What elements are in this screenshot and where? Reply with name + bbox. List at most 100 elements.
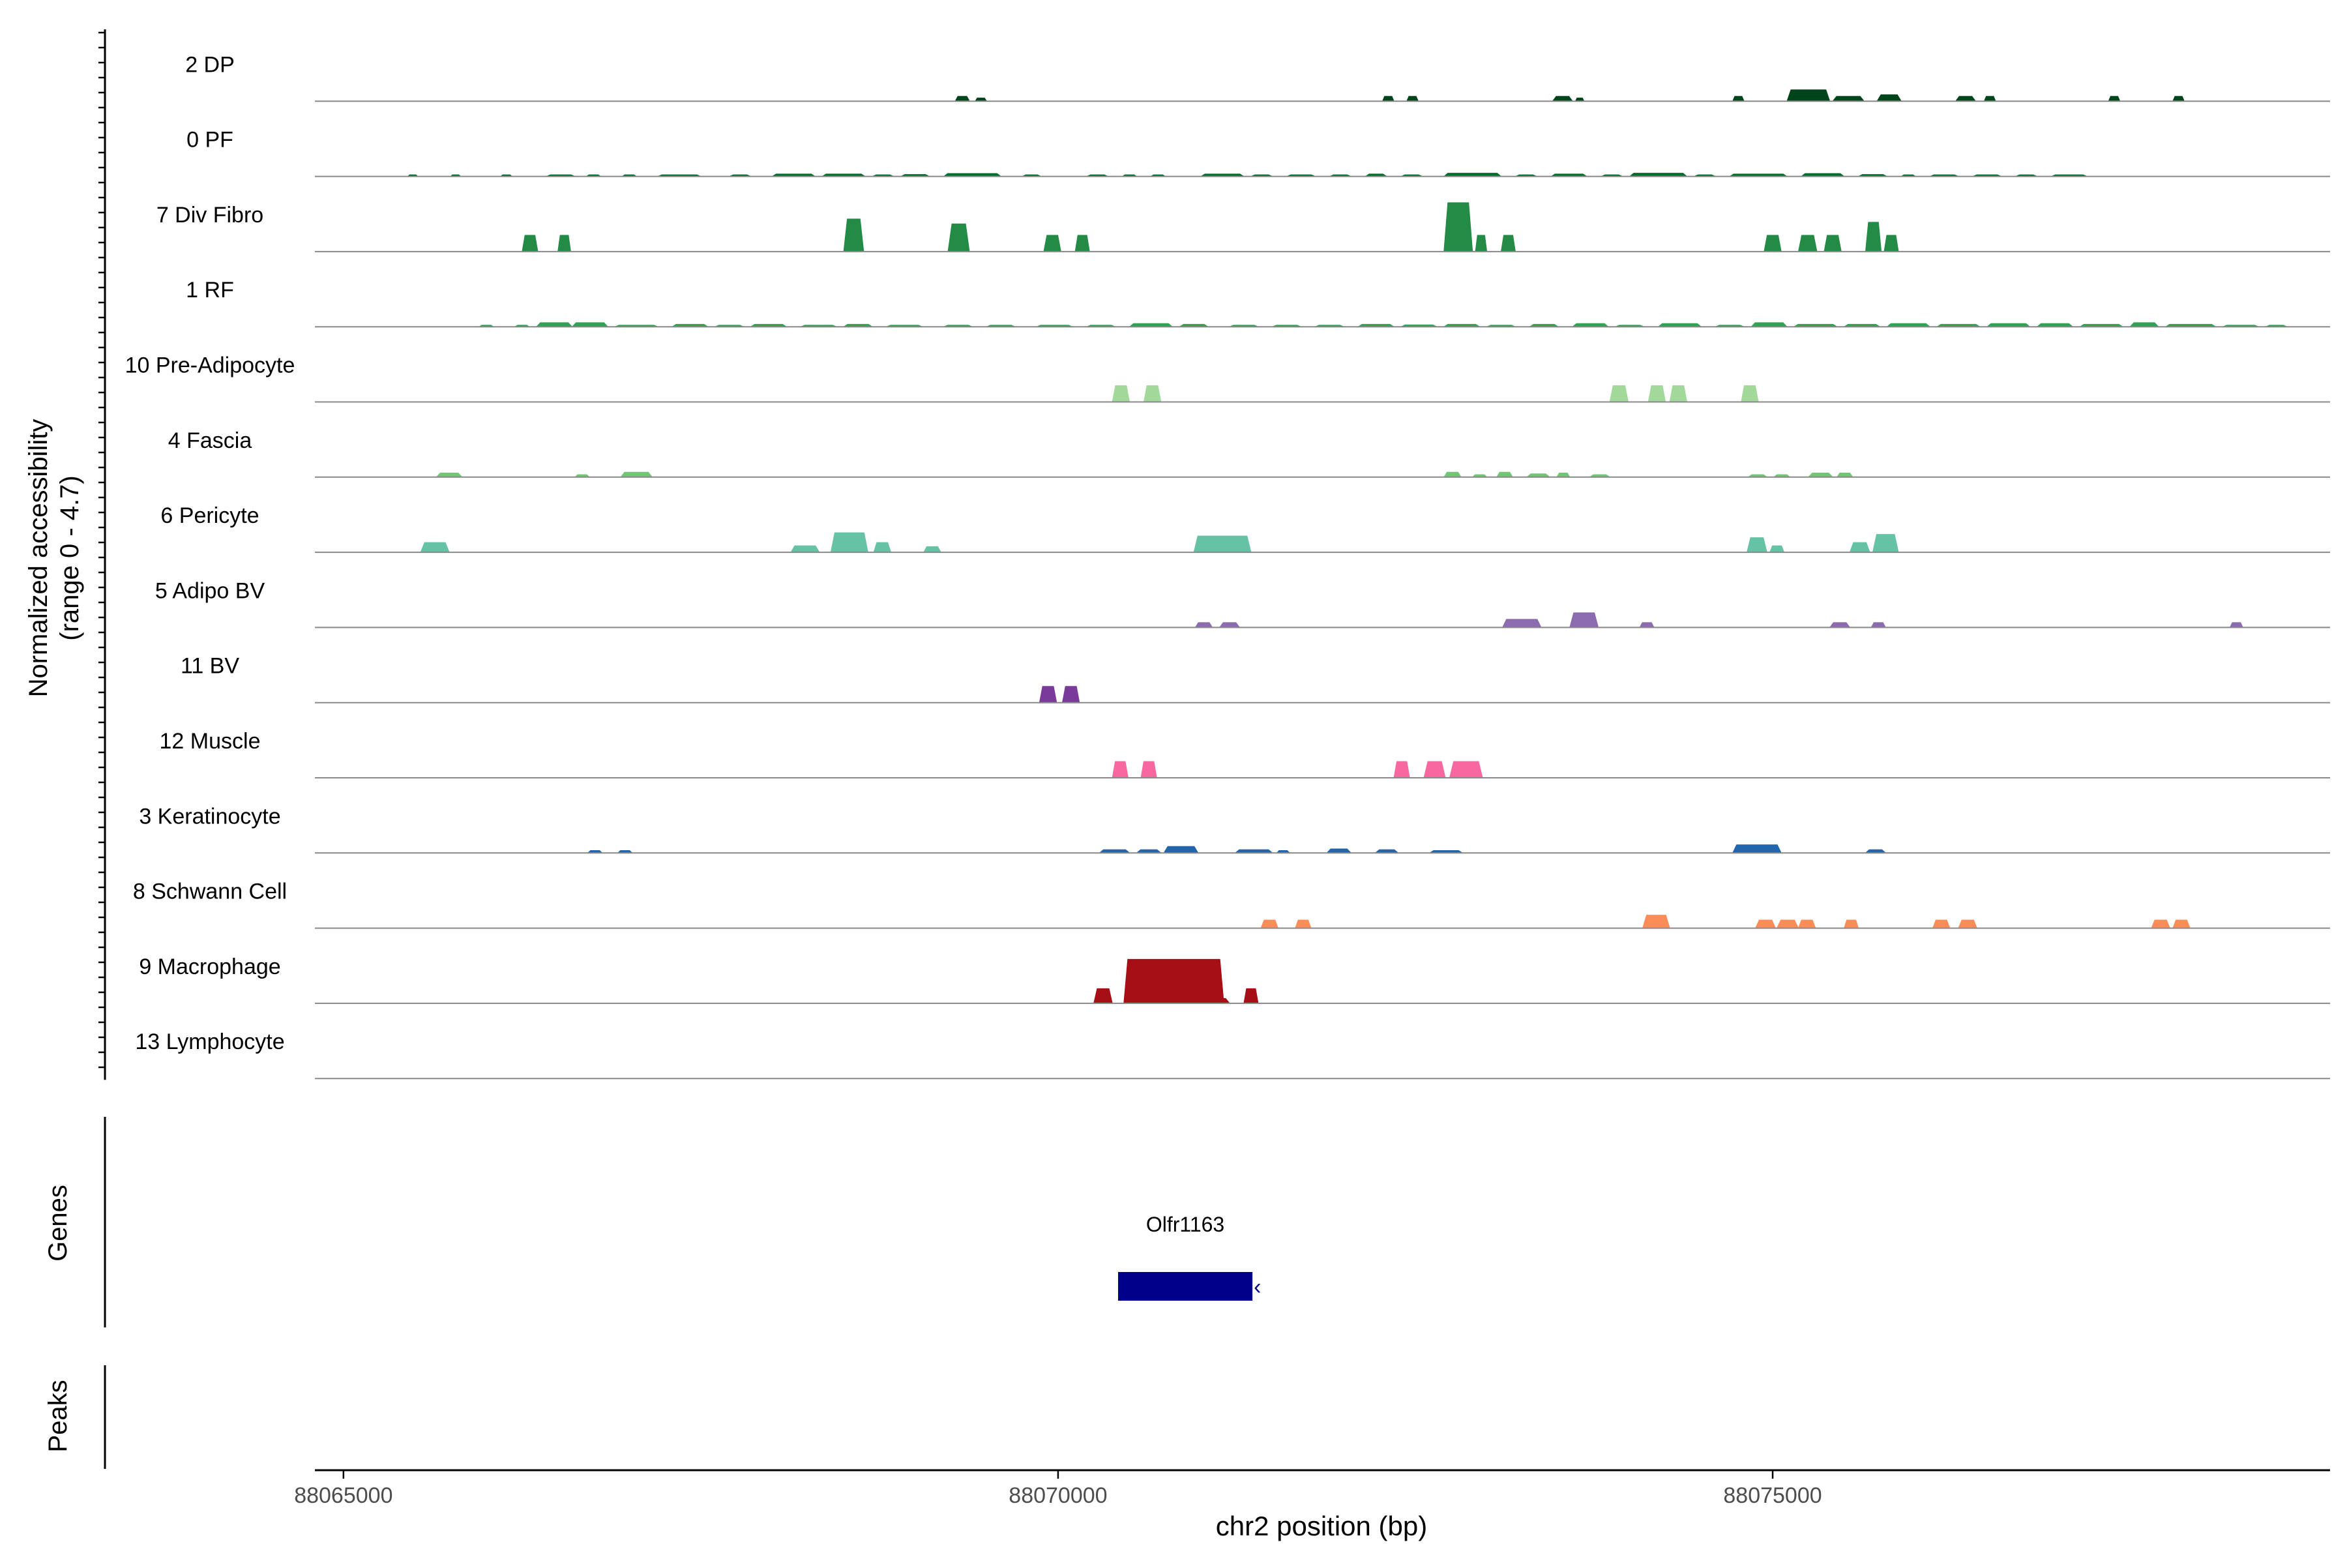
coverage-peak xyxy=(1872,534,1899,553)
genes-panel: ‹ Olfr1163 xyxy=(104,1117,1261,1327)
coverage-peak xyxy=(1243,988,1259,1004)
track-label: 12 Muscle xyxy=(160,729,261,754)
coverage-peak xyxy=(1501,619,1542,628)
track-label: 11 BV xyxy=(181,654,239,679)
coverage-peak xyxy=(1194,622,1213,628)
coverage-peak xyxy=(1983,96,1996,102)
coverage-peak xyxy=(1203,998,1231,1004)
coverage-peak xyxy=(1932,919,1951,929)
coverage-peak xyxy=(1609,385,1629,402)
coverage-peak xyxy=(1865,222,1882,252)
x-axis-title: chr2 position (bp) xyxy=(1216,1511,1428,1541)
coverage-peak xyxy=(1123,958,1224,1004)
coverage-peak xyxy=(2229,622,2244,628)
coverage-peak xyxy=(1193,535,1252,553)
coverage-peak xyxy=(1732,96,1745,102)
coverage-tracks: 2 DP 0 PF 7 Div Fibro 1 RF 10 Pre-Adipocyte 4… xyxy=(125,52,2330,1080)
coverage-peak xyxy=(1797,919,1816,929)
coverage-peak xyxy=(1764,235,1782,252)
y-axis-title-sub: (range 0 - 4.7) xyxy=(55,475,84,640)
gene-label: Olfr1163 xyxy=(1146,1213,1224,1236)
track-0-pf: 0 PF xyxy=(186,128,2330,177)
coverage-peak xyxy=(1642,915,1670,929)
coverage-peak xyxy=(1381,96,1395,102)
gene-body-olfr1163 xyxy=(1118,1272,1253,1301)
coverage-peak xyxy=(830,532,869,553)
coverage-peak xyxy=(1074,235,1090,252)
peaks-panel-label: Peaks xyxy=(44,1380,72,1452)
track-label: 4 Fascia xyxy=(168,428,252,453)
coverage-peak xyxy=(1061,686,1080,703)
track-4-fascia: 4 Fascia xyxy=(168,428,2330,478)
coverage-peak xyxy=(1163,846,1199,853)
coverage-peak xyxy=(2108,96,2121,102)
track-12-muscle: 12 Muscle xyxy=(160,729,2330,778)
coverage-peak xyxy=(522,235,539,252)
track-8-schwann-cell: 8 Schwann Cell xyxy=(133,880,2330,929)
coverage-peak xyxy=(2172,919,2191,929)
coverage-peak xyxy=(1475,235,1488,252)
track-10-pre-adipocyte: 10 Pre-Adipocyte xyxy=(125,353,2330,403)
track-label: 0 PF xyxy=(186,128,233,153)
track-label: 9 Macrophage xyxy=(139,954,280,979)
track-label: 13 Lymphocyte xyxy=(135,1029,284,1054)
coverage-peak xyxy=(1746,537,1767,553)
coverage-peak xyxy=(1639,622,1655,628)
left-axis xyxy=(98,29,106,1080)
coverage-peak xyxy=(557,235,571,252)
coverage-peak xyxy=(1741,385,1759,402)
coverage-peak xyxy=(1295,919,1312,929)
track-11-bv: 11 BV xyxy=(181,654,2330,703)
coverage-peak xyxy=(1496,471,1513,478)
coverage-peak xyxy=(1443,202,1473,252)
coverage-peak xyxy=(1143,385,1162,402)
coverage-peak xyxy=(1218,622,1241,628)
track-label: 10 Pre-Adipocyte xyxy=(125,353,295,378)
track-7-div-fibro: 7 Div Fibro xyxy=(156,202,2330,252)
coverage-peak xyxy=(1039,686,1057,703)
coverage-peak xyxy=(1569,612,1599,628)
x-tick-label: 88070000 xyxy=(1009,1483,1107,1508)
coverage-peak xyxy=(947,223,970,252)
track-5-adipo-bv: 5 Adipo BV xyxy=(155,578,2330,629)
track-label: 3 Keratinocyte xyxy=(139,804,280,829)
track-label: 6 Pericyte xyxy=(160,503,259,528)
coverage-peak xyxy=(1849,542,1870,553)
coverage-peak xyxy=(1449,761,1483,778)
coverage-peak xyxy=(2172,96,2185,102)
coverage-peak xyxy=(873,542,892,553)
coverage-peak xyxy=(1797,235,1818,252)
coverage-peak xyxy=(1754,919,1777,929)
coverage-peak xyxy=(1870,622,1887,628)
track-label: 1 RF xyxy=(186,278,234,303)
coverage-peak xyxy=(1958,919,1978,929)
coverage-peak xyxy=(1423,761,1446,778)
coverage-peak xyxy=(1732,844,1782,853)
coverage-peak xyxy=(1669,385,1688,402)
coverage-peak xyxy=(1112,761,1129,778)
track-label: 5 Adipo BV xyxy=(155,578,265,603)
coverage-peak xyxy=(1393,761,1410,778)
coverage-peak xyxy=(1776,919,1799,929)
x-tick-label: 88065000 xyxy=(294,1483,392,1508)
track-1-rf: 1 RF xyxy=(186,278,2330,328)
coverage-peak xyxy=(923,546,942,553)
track-label: 2 DP xyxy=(185,52,235,77)
coverage-peak xyxy=(620,471,653,478)
coverage-peak xyxy=(1500,235,1516,252)
track-2-dp: 2 DP xyxy=(185,52,2330,102)
track-label: 7 Div Fibro xyxy=(156,203,263,228)
coverage-peak xyxy=(2151,919,2171,929)
track-label: 8 Schwann Cell xyxy=(133,880,287,904)
coverage-peak xyxy=(1876,94,1902,102)
coverage-peak xyxy=(420,542,450,553)
coverage-peak xyxy=(1093,988,1113,1004)
track-3-keratinocyte: 3 Keratinocyte xyxy=(139,804,2330,854)
coverage-peak xyxy=(1786,89,1831,102)
coverage-peak xyxy=(1829,622,1851,628)
gene-strand-arrow: ‹ xyxy=(1254,1275,1261,1299)
coverage-peak xyxy=(790,545,820,553)
coverage-peak xyxy=(1832,96,1865,102)
